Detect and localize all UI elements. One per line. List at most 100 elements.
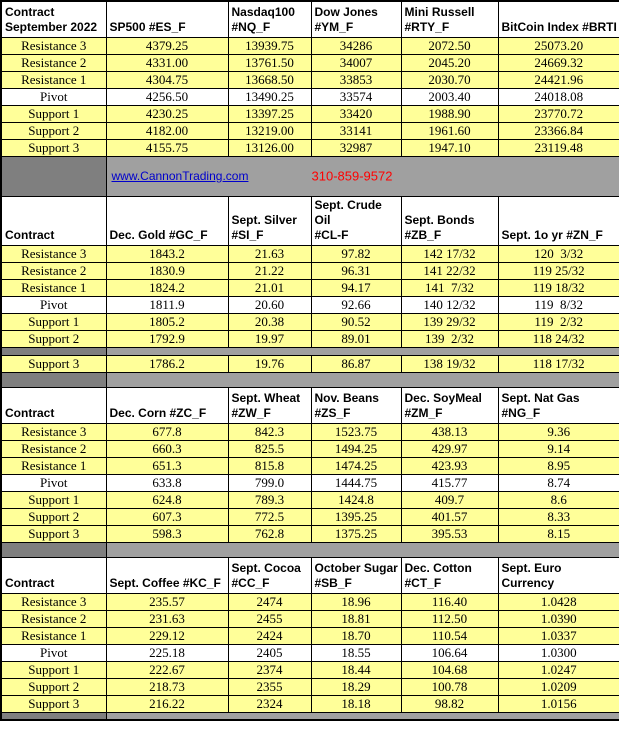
separator-band xyxy=(0,711,619,721)
level-value-cell: 18.29 xyxy=(310,677,402,696)
contract-name-header: Sept. Crude Oil #CL-F xyxy=(310,195,402,246)
level-value-cell: 1792.9 xyxy=(105,329,229,348)
row-label-cell: Resistance 1 xyxy=(0,278,107,297)
level-value-cell: 21.01 xyxy=(227,278,312,297)
level-value-cell: 1.0247 xyxy=(497,660,619,679)
level-value-cell: 23119.48 xyxy=(497,138,619,157)
contract-name-header: Sept. Coffee #KC_F xyxy=(105,556,229,594)
contract-header-line: Nasdaq100 xyxy=(231,4,295,19)
level-value-cell: 222.67 xyxy=(105,660,229,679)
level-row: Resistance 3 1843.2 21.63 97.82 142 17/32 120… xyxy=(0,244,619,263)
level-value-cell: 8.74 xyxy=(497,473,619,492)
separator-light-cell xyxy=(105,541,619,558)
contract-name-header: October Sugar #SB_F xyxy=(310,556,402,594)
separator-dark-cell xyxy=(0,155,107,197)
row-label-cell: Support 2 xyxy=(0,121,107,140)
level-value-cell: 677.8 xyxy=(105,422,229,441)
phone-number: 310-859-9572 xyxy=(311,168,393,184)
separator-light-cell: www.CannonTrading.com 310-859-9572 xyxy=(105,155,619,197)
level-value-cell: 8.6 xyxy=(497,490,619,509)
row-label-cell: Resistance 2 xyxy=(0,261,107,280)
level-value-cell: 1824.2 xyxy=(105,278,229,297)
row-label-cell: Resistance 3 xyxy=(0,422,107,441)
level-value-cell: 415.77 xyxy=(400,473,499,492)
separator-dark-cell xyxy=(0,541,107,558)
level-value-cell: 104.68 xyxy=(400,660,499,679)
contract-header-line: Sept. Nat Gas xyxy=(501,390,580,405)
level-value-cell: 231.63 xyxy=(105,609,229,628)
contract-header-line: #CT_F xyxy=(404,575,442,590)
level-value-cell: 20.60 xyxy=(227,295,312,314)
level-value-cell: 33420 xyxy=(310,104,402,123)
separator-light-cell xyxy=(105,346,619,356)
level-value-cell: 2424 xyxy=(227,626,312,645)
level-value-cell: 2355 xyxy=(227,677,312,696)
separator-light-cell xyxy=(105,371,619,388)
level-row: Resistance 1 229.12 2424 18.70 110.54 1.0337 xyxy=(0,626,619,645)
contract-header-line: Mini Russell xyxy=(404,4,475,19)
row-label-cell: Resistance 3 xyxy=(0,244,107,263)
level-value-cell: 24421.96 xyxy=(497,70,619,89)
level-value-cell: 18.96 xyxy=(310,592,402,611)
level-value-cell: 106.64 xyxy=(400,643,499,662)
contract-header-line: Sept. Bonds xyxy=(404,212,475,227)
level-value-cell: 13668.50 xyxy=(227,70,312,89)
level-row: Resistance 2 231.63 2455 18.81 112.50 1.0390 xyxy=(0,609,619,628)
level-row: Pivot 633.8 799.0 1444.75 415.77 8.74 xyxy=(0,473,619,492)
contract-header-line: September 2022 xyxy=(5,19,98,34)
row-label-cell: Pivot xyxy=(0,643,107,662)
contract-header-line: Sept. Silver xyxy=(231,212,297,227)
contract-name-header: Sept. Nat Gas #NG_F xyxy=(497,386,619,424)
contract-name-header: SP500 #ES_F xyxy=(105,0,229,38)
level-value-cell: 141 22/32 xyxy=(400,261,499,280)
level-value-cell: 120 3/32 xyxy=(497,244,619,263)
row-label-cell: Resistance 3 xyxy=(0,592,107,611)
level-value-cell: 97.82 xyxy=(310,244,402,263)
level-row: Resistance 1 651.3 815.8 1474.25 423.93 8.95 xyxy=(0,456,619,475)
level-value-cell: 4331.00 xyxy=(105,53,229,72)
contract-column-header: Contract September 2022 xyxy=(0,0,107,38)
contract-header-line: #SI_F xyxy=(231,227,264,242)
level-value-cell: 225.18 xyxy=(105,643,229,662)
level-value-cell: 139 29/32 xyxy=(400,312,499,331)
level-value-cell: 2003.40 xyxy=(400,87,499,106)
contract-header-row: Contract Dec. Corn #ZC_F Sept. Wheat #ZW_F N… xyxy=(0,386,619,424)
level-row: Support 2 607.3 772.5 1395.25 401.57 8.33 xyxy=(0,507,619,526)
contract-header-line: Dec. Corn #ZC_F xyxy=(109,405,207,420)
level-value-cell: 140 12/32 xyxy=(400,295,499,314)
level-value-cell: 2374 xyxy=(227,660,312,679)
level-value-cell: 2030.70 xyxy=(400,70,499,89)
level-row: Support 3 4155.75 13126.00 32987 1947.10 2311… xyxy=(0,138,619,157)
level-value-cell: 13761.50 xyxy=(227,53,312,72)
level-value-cell: 4379.25 xyxy=(105,36,229,55)
levels-table: Contract September 2022 SP500 #ES_F Nasdaq1… xyxy=(0,0,619,721)
separator-dark-cell xyxy=(0,711,107,721)
support-resistance-sheet: Contract September 2022 SP500 #ES_F Nasdaq1… xyxy=(0,0,619,721)
level-value-cell: 23366.84 xyxy=(497,121,619,140)
level-row: Resistance 3 235.57 2474 18.96 116.40 1.0428 xyxy=(0,592,619,611)
contract-name-header: Dow Jones #YM_F xyxy=(310,0,402,38)
contract-column-header: Contract xyxy=(0,556,107,594)
level-value-cell: 118 17/32 xyxy=(497,354,619,373)
level-value-cell: 1375.25 xyxy=(310,524,402,543)
level-value-cell: 2405 xyxy=(227,643,312,662)
level-value-cell: 799.0 xyxy=(227,473,312,492)
row-label-cell: Support 3 xyxy=(0,138,107,157)
contract-header-line: #YM_F xyxy=(314,19,354,34)
contract-name-header: Sept. Silver #SI_F xyxy=(227,195,312,246)
contract-header-line: Currency xyxy=(501,575,555,590)
level-value-cell: 789.3 xyxy=(227,490,312,509)
level-value-cell: 395.53 xyxy=(400,524,499,543)
contract-header-line: #ZB_F xyxy=(404,227,442,242)
contract-name-header: Nov. Beans #ZS_F xyxy=(310,386,402,424)
level-value-cell: 624.8 xyxy=(105,490,229,509)
contract-name-header: Dec. Cotton #CT_F xyxy=(400,556,499,594)
level-value-cell: 13219.00 xyxy=(227,121,312,140)
level-value-cell: 34007 xyxy=(310,53,402,72)
cannontrading-link[interactable]: www.CannonTrading.com xyxy=(111,169,249,183)
level-row: Resistance 3 677.8 842.3 1523.75 438.13 9.36 xyxy=(0,422,619,441)
contract-header-line: Contract xyxy=(5,227,55,242)
level-value-cell: 1786.2 xyxy=(105,354,229,373)
contract-header-row: Contract Dec. Gold #GC_F Sept. Silver #SI_F… xyxy=(0,195,619,246)
row-label-cell: Support 2 xyxy=(0,507,107,526)
